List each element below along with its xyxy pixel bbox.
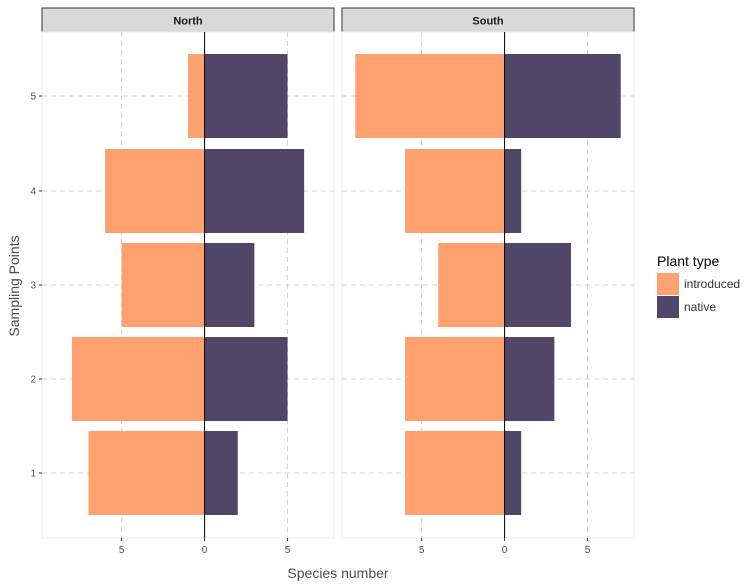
- bar-north-native-2: [204, 337, 288, 421]
- x-axis-title: Species number: [287, 565, 389, 581]
- bar-south-introduced-2: [405, 337, 505, 421]
- y-tick-label: 1: [30, 469, 36, 480]
- bar-south-native-5: [504, 54, 621, 138]
- bar-south-introduced-5: [355, 54, 505, 138]
- legend-label-introduced: introduced: [684, 277, 740, 291]
- y-tick-label: 3: [30, 281, 36, 292]
- bar-south-introduced-1: [405, 431, 505, 515]
- legend: Plant type introduced native: [657, 253, 740, 318]
- bar-north-introduced-4: [105, 149, 205, 233]
- y-tick-label: 2: [30, 375, 36, 386]
- bar-south-native-4: [504, 149, 522, 233]
- bar-north-introduced-1: [88, 431, 205, 515]
- strip-title-south: South: [472, 16, 503, 28]
- bar-north-native-4: [204, 149, 305, 233]
- bar-south-native-3: [504, 243, 571, 327]
- panel-south: South 5 0 5: [341, 7, 635, 556]
- x-tick-label: 5: [419, 545, 425, 556]
- strip-north: [41, 7, 335, 33]
- x-tick-label: 5: [285, 545, 291, 556]
- y-axis-title: Sampling Points: [6, 235, 22, 336]
- strip-title-north: North: [173, 16, 203, 28]
- strip-south: [341, 7, 635, 33]
- bar-south-introduced-3: [438, 243, 505, 327]
- bar-north-native-5: [204, 54, 288, 138]
- bar-north-native-1: [204, 431, 238, 515]
- y-tick-label: 4: [30, 187, 36, 198]
- bar-north-introduced-5: [188, 54, 205, 138]
- legend-label-native: native: [684, 300, 716, 314]
- x-tick-label: 0: [502, 545, 508, 556]
- bar-north-introduced-2: [71, 337, 205, 421]
- bar-south-native-2: [504, 337, 555, 421]
- y-axis: 1 2 3 4 5: [30, 92, 42, 480]
- legend-key-native: [657, 296, 679, 318]
- legend-key-introduced: [657, 273, 679, 295]
- x-tick-label: 5: [119, 545, 125, 556]
- bar-south-native-1: [504, 431, 522, 515]
- legend-title: Plant type: [657, 253, 719, 269]
- x-tick-label: 5: [585, 545, 591, 556]
- bar-north-introduced-3: [121, 243, 205, 327]
- y-tick-label: 5: [30, 92, 36, 103]
- bar-south-introduced-4: [405, 149, 505, 233]
- x-tick-label: 0: [202, 545, 208, 556]
- bar-north-native-3: [204, 243, 255, 327]
- panel-north: North 5 0 5: [41, 7, 335, 556]
